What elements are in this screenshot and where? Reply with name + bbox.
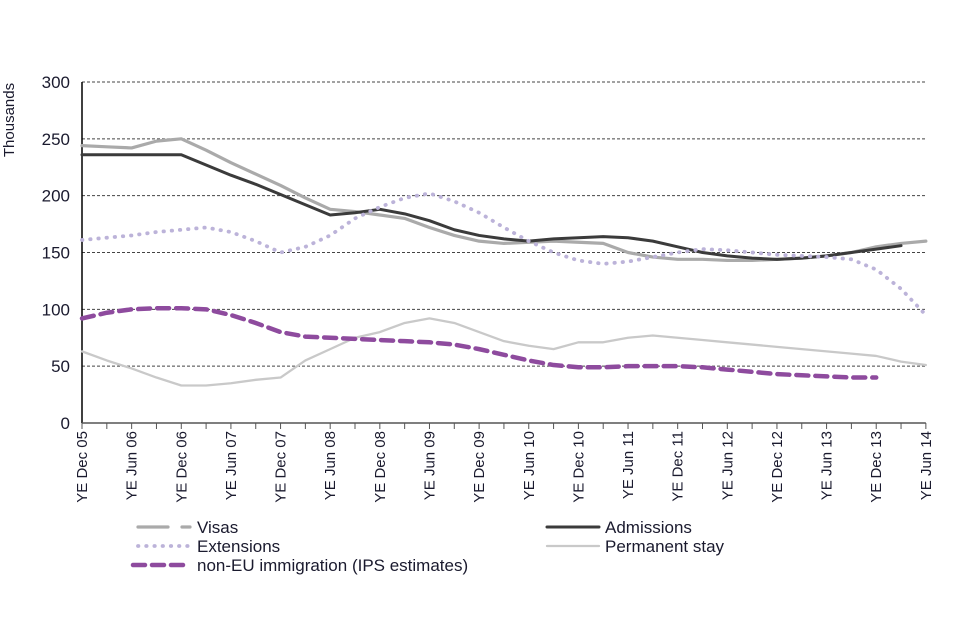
svg-text:250: 250: [42, 130, 70, 149]
svg-text:300: 300: [42, 73, 70, 92]
svg-text:YE Jun 10: YE Jun 10: [521, 431, 538, 500]
svg-text:50: 50: [51, 357, 70, 376]
svg-text:Permanent stay: Permanent stay: [605, 537, 725, 556]
svg-text:Extensions: Extensions: [197, 537, 280, 556]
svg-text:Thousands: Thousands: [1, 83, 18, 157]
svg-text:YE Dec 08: YE Dec 08: [372, 431, 389, 503]
svg-text:YE Jun 12: YE Jun 12: [719, 431, 736, 500]
svg-text:YE Dec 13: YE Dec 13: [868, 431, 885, 503]
svg-text:YE Dec 11: YE Dec 11: [670, 431, 687, 502]
svg-text:YE Dec 05: YE Dec 05: [74, 431, 91, 503]
svg-text:YE Jun 14: YE Jun 14: [918, 431, 935, 500]
svg-text:YE Dec 12: YE Dec 12: [769, 431, 786, 503]
svg-text:100: 100: [42, 300, 70, 319]
svg-text:200: 200: [42, 187, 70, 206]
svg-text:YE Jun 09: YE Jun 09: [421, 431, 438, 500]
svg-text:Admissions: Admissions: [605, 518, 692, 537]
svg-text:Visas: Visas: [197, 518, 238, 537]
svg-text:YE Dec 09: YE Dec 09: [471, 431, 488, 503]
svg-text:0: 0: [61, 414, 70, 433]
svg-text:YE Jun 11: YE Jun 11: [620, 431, 637, 499]
svg-text:150: 150: [42, 244, 70, 263]
svg-text:YE Dec 10: YE Dec 10: [570, 431, 587, 503]
svg-text:YE Jun 13: YE Jun 13: [819, 431, 836, 500]
svg-text:YE Jun 07: YE Jun 07: [223, 431, 240, 500]
svg-text:YE Jun 06: YE Jun 06: [124, 431, 141, 500]
svg-text:non-EU immigration (IPS estima: non-EU immigration (IPS estimates): [197, 556, 468, 575]
svg-text:YE Jun 08: YE Jun 08: [322, 431, 339, 500]
svg-text:YE Dec 07: YE Dec 07: [273, 431, 290, 503]
svg-text:YE Dec 06: YE Dec 06: [173, 431, 190, 503]
